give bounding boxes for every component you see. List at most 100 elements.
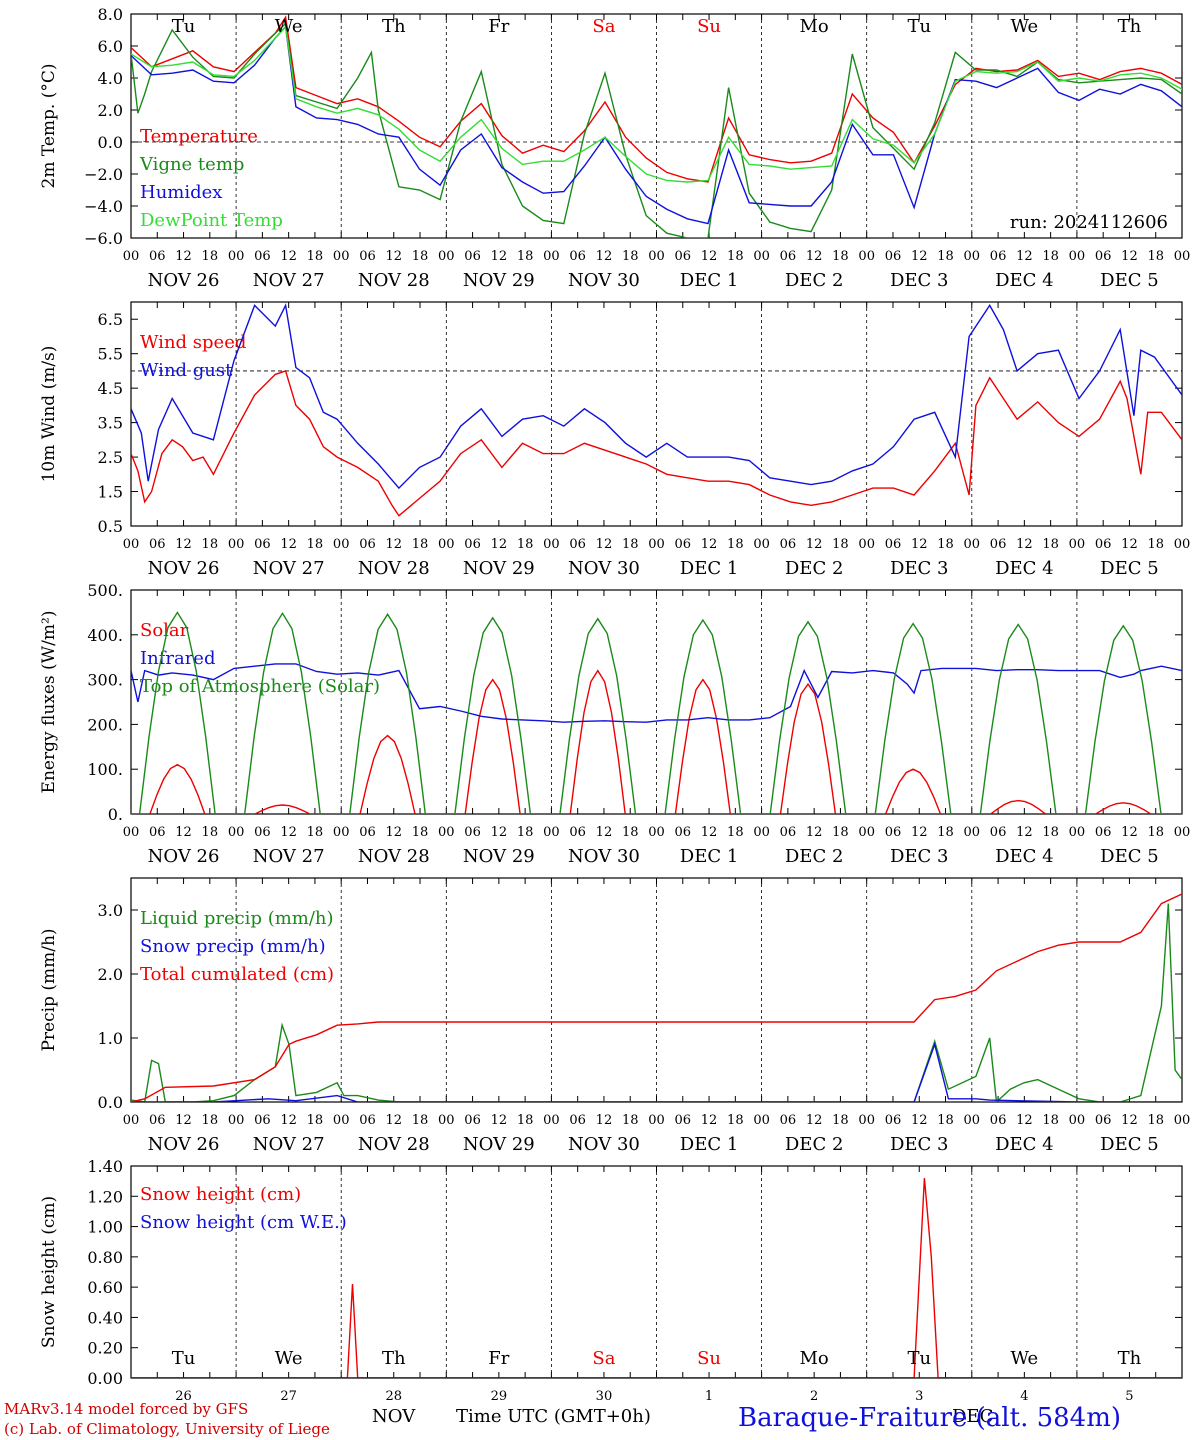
hour-label: 00 [648,537,665,552]
day-abbrev: Mo [800,16,829,37]
hour-label: 18 [1147,249,1164,264]
hour-label: 12 [701,825,718,840]
hour-label: 12 [911,825,928,840]
hour-label: 06 [1095,825,1112,840]
hour-label: 06 [675,249,692,264]
hour-label: 18 [1042,537,1059,552]
hour-label: 12 [491,537,508,552]
hour-label: 12 [491,825,508,840]
series-line-snow-precip-mm-h- [131,1041,1182,1102]
hour-label: 12 [280,825,297,840]
date-label: NOV 30 [568,270,640,291]
hour-label: 00 [1174,825,1191,840]
day-abbrev: We [275,1348,303,1369]
date-label: DEC 1 [680,1134,739,1155]
hour-label: 18 [202,537,219,552]
hour-label: 12 [491,1113,508,1128]
legend-label: Wind speed [140,332,246,353]
date-label: DEC 4 [995,1134,1054,1155]
hour-label: 12 [385,1113,402,1128]
day-abbrev: Mo [800,1348,829,1369]
y-axis-label: 10m Wind (m/s) [39,346,59,483]
date-label: NOV 26 [148,846,220,867]
legend-label: Infrared [140,648,215,669]
hour-label: 12 [1121,1113,1138,1128]
series-line-liquid-precip-mm-h- [131,903,1182,1102]
hour-label: 06 [464,537,481,552]
y-tick-label: 6.5 [98,310,123,329]
day-abbrev: We [275,16,303,37]
hour-label: 12 [596,1113,613,1128]
y-tick-label: 2.0 [98,101,123,120]
date-label: DEC 2 [785,270,844,291]
date-label: NOV 26 [148,270,220,291]
date-label: DEC 2 [785,1134,844,1155]
date-label: NOV 29 [463,558,535,579]
bottom-day-number: 4 [1020,1389,1028,1404]
date-label: DEC 2 [785,846,844,867]
footer-credit: (c) Lab. of Climatology, University of L… [4,1420,330,1438]
hour-label: 06 [254,249,271,264]
day-abbrev: We [1011,16,1039,37]
hour-label: 00 [543,537,560,552]
date-label: DEC 3 [890,1134,949,1155]
date-label: DEC 2 [785,558,844,579]
chart-panel-2: 6.5 5.5 4.5 3.5 2.5 1.5 0.5 10m Wind (m/s) Wind … [39,301,1190,579]
footer-axis-title: Time UTC (GMT+0h) [456,1406,651,1427]
hour-label: 00 [858,249,875,264]
hour-label: 12 [806,1113,823,1128]
hour-label: 12 [806,537,823,552]
hour-label: 12 [806,249,823,264]
series-line-total-cumulated-cm- [131,893,1182,1102]
hour-label: 18 [307,537,324,552]
date-label: NOV 27 [253,1134,325,1155]
hour-label: 12 [385,249,402,264]
bottom-day-number: 2 [810,1389,818,1404]
hour-label: 06 [359,1113,376,1128]
date-label: NOV 26 [148,558,220,579]
series-line-wind-speed [131,370,1182,517]
day-abbrev: Tu [172,1348,196,1369]
hour-label: 00 [1069,537,1086,552]
hour-label: 12 [701,1113,718,1128]
hour-label: 00 [123,249,140,264]
date-label: NOV 28 [358,270,430,291]
y-tick-label: 1.0 [98,1029,123,1048]
hour-label: 18 [517,825,534,840]
footer: MARv3.14 model forced by GFS (c) Lab. of… [4,1400,1121,1438]
date-label: DEC 5 [1100,558,1159,579]
hour-label: 12 [911,249,928,264]
chart-panel-3: 500. 400. 300. 200. 100. 0. Energy fluxes (W/m… [39,581,1190,867]
date-label: DEC 4 [995,846,1054,867]
date-label: DEC 1 [680,558,739,579]
hour-label: 12 [1016,537,1033,552]
day-abbrev: Th [382,16,406,37]
hour-label: 18 [727,537,744,552]
hour-label: 00 [438,537,455,552]
y-tick-label: 2.0 [98,965,123,984]
hour-label: 18 [517,537,534,552]
hour-label: 00 [228,537,245,552]
legend-label: DewPoint Temp [140,210,283,231]
hour-label: 18 [202,825,219,840]
date-label: NOV 29 [463,1134,535,1155]
hour-label: 06 [254,1113,271,1128]
footer-month-right: DEC [952,1406,993,1427]
hour-label: 06 [569,1113,586,1128]
hour-label: 12 [491,249,508,264]
y-tick-label: 300. [87,671,123,690]
hour-label: 06 [885,1113,902,1128]
hour-label: 00 [964,825,981,840]
hour-label: 00 [753,249,770,264]
hour-label: 06 [675,537,692,552]
hour-label: 00 [228,825,245,840]
hour-label: 12 [806,825,823,840]
hour-label: 06 [990,249,1007,264]
hour-label: 06 [149,1113,166,1128]
hour-label: 00 [438,825,455,840]
hour-label: 12 [701,537,718,552]
y-axis-label: Energy fluxes (W/m²) [39,611,59,794]
hour-label: 18 [307,1113,324,1128]
hour-label: 12 [280,1113,297,1128]
